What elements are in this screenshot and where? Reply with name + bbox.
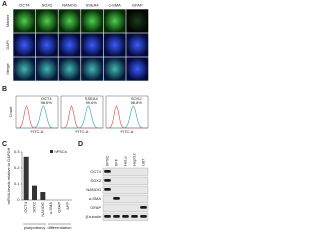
micrograph xyxy=(126,9,149,33)
micrograph xyxy=(81,9,104,33)
column-header: SOX2 xyxy=(42,3,53,8)
row-label: Marker xyxy=(5,14,10,27)
micrograph xyxy=(81,33,104,57)
protein-label: SOX2 xyxy=(90,178,101,183)
marker-name: SSEA4 xyxy=(85,96,99,101)
x-tick-label: SOX2 xyxy=(32,201,37,212)
blot-band xyxy=(131,215,138,218)
histogram-curve xyxy=(16,105,58,129)
micrograph xyxy=(81,57,104,81)
protein-label: GFAP xyxy=(90,205,101,210)
legend-label: hPSCs xyxy=(55,149,67,154)
column-header: SSEA4 xyxy=(86,3,100,8)
row-label: DAPI xyxy=(5,40,10,49)
blot-strip xyxy=(102,185,149,194)
blot-band xyxy=(122,215,129,218)
histogram-curve xyxy=(15,105,58,129)
column-header: NANOG xyxy=(62,3,77,8)
percent-positive: 99.6% xyxy=(86,100,98,105)
x-axis-label: FITC-A xyxy=(31,129,44,134)
micrograph xyxy=(126,57,149,81)
y-tick-label: 0.3 xyxy=(14,149,20,154)
blot-band xyxy=(140,206,147,209)
blot-band xyxy=(113,197,120,200)
blot-band xyxy=(104,188,111,191)
protein-label: β-tubulin xyxy=(86,214,101,219)
x-tick-label: α-SMA xyxy=(48,202,53,215)
panel-label: A xyxy=(2,1,7,8)
micrograph xyxy=(58,33,81,57)
y-tick-label: 0 xyxy=(17,197,20,202)
column-header: α-SMA xyxy=(109,3,122,8)
bar xyxy=(23,156,29,200)
x-tick-label: OCT4 xyxy=(23,201,28,212)
micrograph xyxy=(35,57,58,81)
marker-name: SOX2 xyxy=(131,96,142,101)
legend-swatch xyxy=(50,150,53,153)
y-tick-label: 0.2 xyxy=(14,165,20,170)
micrograph xyxy=(103,33,126,57)
marker-name: OCT4 xyxy=(41,96,52,101)
blot-strip xyxy=(102,167,149,176)
y-axis-label: mRNA levels relative to GAPDH xyxy=(6,148,11,205)
blot-band xyxy=(113,215,120,218)
x-tick-label: GFAP xyxy=(57,202,62,213)
x-tick-label: AFP xyxy=(65,202,70,210)
bar xyxy=(32,185,37,200)
percent-positive: 98.8% xyxy=(131,100,143,105)
protein-label: α-SMA xyxy=(89,196,102,201)
lane-label: HeLa xyxy=(123,156,128,166)
micrograph xyxy=(58,57,81,81)
micrograph xyxy=(35,33,58,57)
histogram-curve xyxy=(105,105,148,129)
panel-label: B xyxy=(2,86,7,93)
blot-strip xyxy=(102,194,149,203)
y-tick-label: 0.1 xyxy=(14,181,20,186)
x-axis-label: FITC-A xyxy=(76,129,89,134)
percent-positive: 98.6% xyxy=(41,100,53,105)
panel-label: C xyxy=(2,141,7,148)
lane-label: hFF xyxy=(114,158,119,166)
lane-label: U87 xyxy=(141,158,146,166)
blot-strip xyxy=(102,203,149,212)
micrograph xyxy=(13,9,36,33)
blot-band xyxy=(104,179,111,182)
blot-band xyxy=(140,215,147,218)
micrograph xyxy=(13,57,36,81)
bar xyxy=(40,192,46,200)
micrograph xyxy=(13,33,36,57)
x-axis-label: FITC-A xyxy=(121,129,134,134)
micrograph xyxy=(103,9,126,33)
protein-label: NANOG xyxy=(86,187,101,192)
micrograph xyxy=(126,33,149,57)
y-axis-label: Count xyxy=(8,106,13,118)
protein-label: OCT4 xyxy=(90,169,101,174)
micrograph xyxy=(35,9,58,33)
lane-label: hPSC xyxy=(105,155,110,166)
group-label: differentiation xyxy=(48,225,72,230)
blot-strip xyxy=(102,176,149,185)
row-label: Merge xyxy=(5,63,10,75)
panel-label: D xyxy=(78,141,83,148)
column-header: GFAP xyxy=(132,3,143,8)
lane-label: HepG2 xyxy=(132,153,137,166)
column-header: OCT4 xyxy=(19,3,30,8)
group-label: pluripotency xyxy=(24,225,46,230)
blot-band xyxy=(104,215,111,218)
histogram-curve xyxy=(61,105,103,129)
histogram-curve xyxy=(60,105,103,129)
histogram-curve xyxy=(106,105,148,129)
micrograph xyxy=(58,9,81,33)
x-tick-label: NANOG xyxy=(40,202,45,217)
micrograph xyxy=(103,57,126,81)
blot-band xyxy=(104,170,111,173)
